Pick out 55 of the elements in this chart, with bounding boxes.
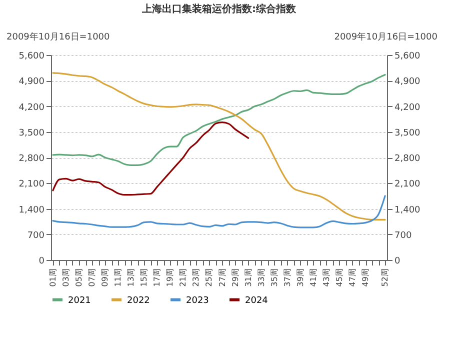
- legend-label: 2021: [68, 296, 91, 306]
- y-tick-label: 4,200: [18, 102, 45, 113]
- x-tick-label: 23周: [192, 268, 201, 287]
- y2-tick-label: 1,400: [394, 205, 421, 216]
- x-tick-label: 49周: [361, 268, 370, 287]
- x-tick-label: 31周: [244, 268, 253, 287]
- x-tick-label: 45周: [334, 268, 344, 287]
- legend-label: 2022: [127, 296, 150, 306]
- x-tick-label: 27周: [218, 268, 227, 287]
- y-tick-label: 4,900: [18, 77, 45, 88]
- y2-tick-label: 4,200: [394, 102, 421, 113]
- x-tick-label: 29周: [230, 268, 240, 287]
- x-tick-label: 47周: [348, 268, 357, 287]
- y2-tick-label: 700: [394, 230, 412, 241]
- x-tick-label: 43周: [322, 268, 331, 287]
- y-tick-label: 5,600: [18, 52, 45, 62]
- y-tick-label: 700: [27, 230, 45, 241]
- x-tick-label: 17周: [152, 268, 162, 287]
- x-tick-label: 35周: [270, 268, 279, 287]
- x-tick-label: 01周: [48, 268, 58, 287]
- x-tick-label: 19周: [166, 268, 175, 287]
- y-axis-title: 2009年10月16日=1000: [6, 32, 110, 42]
- y2-axis-title: 2009年10月16日=1000: [334, 32, 438, 42]
- line-series: [52, 72, 386, 221]
- x-tick-label: 21周: [178, 268, 188, 287]
- x-tick-label: 37周: [282, 268, 292, 287]
- line-series: [52, 74, 386, 166]
- legend-label: 2024: [245, 296, 268, 306]
- y2-tick-label: 5,600: [394, 52, 421, 62]
- x-tick-label: 39周: [296, 268, 305, 287]
- y2-tick-label: 4,900: [394, 77, 421, 88]
- chart-title: 上海出口集装箱运价指数:综合指数: [141, 3, 297, 15]
- x-tick-label: 09周: [100, 268, 110, 287]
- x-tick-label: 41周: [308, 268, 318, 287]
- x-tick-label: 15周: [140, 268, 149, 287]
- line-series: [52, 122, 250, 196]
- y-tick-label: 2,800: [18, 154, 45, 164]
- legend-label: 2023: [186, 296, 209, 306]
- x-tick-label: 13周: [126, 268, 136, 287]
- x-tick-label: 25周: [204, 268, 214, 287]
- x-tick-label: 11周: [114, 268, 123, 287]
- y-tick-label: 1,400: [18, 205, 45, 216]
- y2-tick-label: 3,500: [394, 128, 421, 138]
- y-tick-label: 2,100: [18, 180, 45, 190]
- y-tick-label: 0: [38, 256, 45, 266]
- x-tick-label: 33周: [256, 268, 266, 287]
- y-tick-label: 3,500: [18, 128, 45, 138]
- x-tick-label: 03周: [61, 268, 70, 287]
- line-series: [52, 195, 386, 228]
- x-tick-label: 52周: [380, 268, 390, 287]
- x-tick-label: 05周: [74, 268, 84, 287]
- y2-tick-label: 2,800: [394, 154, 421, 164]
- x-tick-label: 07周: [88, 268, 97, 287]
- y2-tick-label: 0: [394, 256, 400, 266]
- y2-tick-label: 2,100: [394, 180, 421, 190]
